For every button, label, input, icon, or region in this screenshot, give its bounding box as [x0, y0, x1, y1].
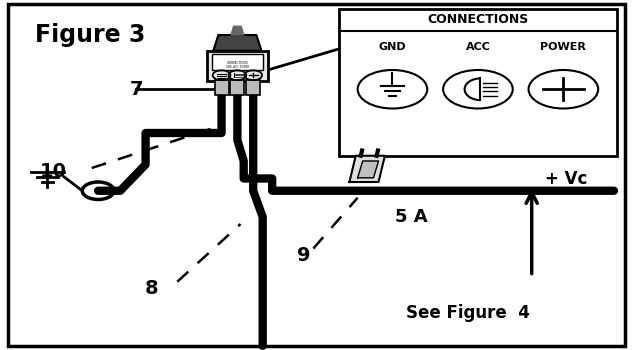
Polygon shape: [231, 26, 244, 35]
Text: 7: 7: [129, 80, 143, 99]
Text: 8: 8: [145, 279, 159, 298]
Text: CONNECTIONS: CONNECTIONS: [227, 61, 248, 65]
Polygon shape: [358, 161, 379, 178]
Bar: [212, 54, 263, 70]
Text: ACC: ACC: [465, 42, 491, 52]
Text: 9: 9: [297, 246, 311, 265]
Text: GND: GND: [379, 42, 406, 52]
Text: CONNECTIONS: CONNECTIONS: [427, 13, 529, 26]
Bar: [207, 51, 268, 80]
Bar: [215, 80, 229, 94]
Bar: [339, 9, 617, 156]
Bar: [230, 80, 244, 94]
Text: 10: 10: [41, 162, 67, 181]
Polygon shape: [213, 35, 261, 51]
Text: POWER: POWER: [541, 42, 586, 52]
Bar: [246, 80, 260, 94]
Text: 5 A: 5 A: [395, 208, 428, 226]
Text: + Vc: + Vc: [546, 169, 587, 188]
Text: Figure 3: Figure 3: [35, 23, 145, 47]
Text: GND  ACC  POWER: GND ACC POWER: [226, 64, 249, 69]
Text: See Figure  4: See Figure 4: [406, 304, 530, 322]
Polygon shape: [349, 156, 385, 182]
